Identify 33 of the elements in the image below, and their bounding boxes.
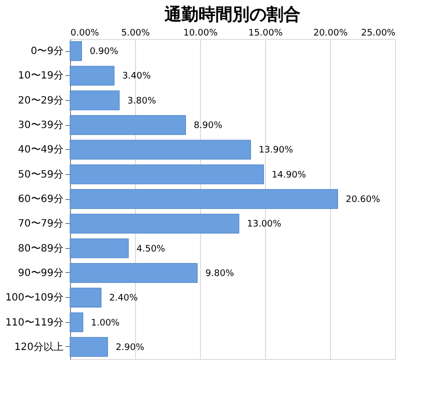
y-tick-label: 90〜99分: [18, 266, 64, 279]
data-label: 3.80%: [127, 96, 156, 106]
y-tick-label: 0〜9分: [30, 45, 64, 58]
data-label: 0.90%: [90, 47, 119, 58]
data-label: 3.40%: [122, 72, 152, 82]
y-tick-label: 10〜19分: [18, 70, 64, 82]
data-label: 14.90%: [272, 170, 306, 180]
y-tick-label: 50〜59分: [18, 168, 64, 180]
data-label: 2.40%: [109, 294, 138, 304]
y-tick-label: 60〜69分: [18, 193, 64, 205]
data-label: 1.00%: [91, 318, 120, 328]
y-tick-label: 120分以上: [14, 340, 64, 353]
x-tick-label: 5.00%: [121, 28, 150, 38]
y-tick-label: 40〜49分: [18, 144, 64, 156]
chart-title: 通勤時間別の割合: [164, 5, 300, 25]
x-tick-label: 20.00%: [313, 28, 348, 38]
y-tick-label: 30〜39分: [18, 119, 64, 132]
data-label: 13.90%: [258, 146, 294, 156]
y-tick-label: 80〜89分: [18, 242, 64, 254]
data-label: 9.80%: [205, 268, 234, 279]
y-tick-label: 20〜29分: [18, 94, 64, 106]
x-tick-label: 10.00%: [183, 28, 218, 38]
x-tick-label: 15.00%: [248, 28, 284, 38]
data-label: 8.90%: [194, 121, 223, 132]
y-tick-label: 70〜79分: [18, 218, 64, 230]
y-tick-label: 110〜119分: [5, 316, 64, 328]
data-label: 4.50%: [136, 244, 166, 254]
data-label: 13.00%: [247, 220, 282, 230]
data-label: 20.60%: [346, 195, 381, 205]
y-tick-label: 100〜109分: [5, 292, 64, 304]
x-tick-label: 25.00%: [361, 28, 396, 38]
x-tick-label: 0.00%: [70, 28, 100, 38]
data-label: 2.90%: [116, 342, 145, 353]
